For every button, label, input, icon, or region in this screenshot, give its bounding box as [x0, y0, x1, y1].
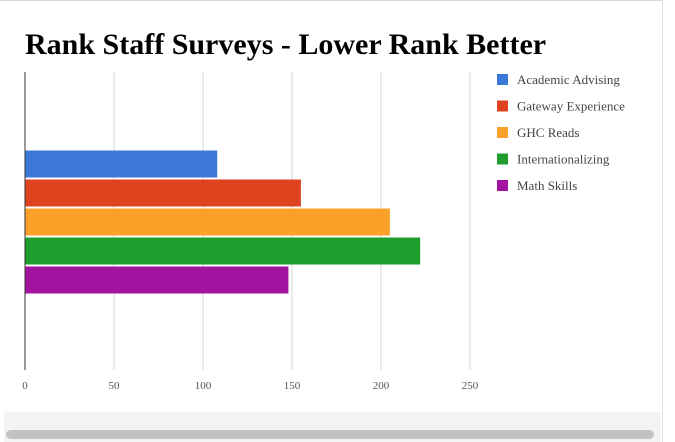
legend-swatch [497, 153, 508, 165]
x-tick-label: 250 [462, 380, 479, 392]
legend-label: Math Skills [517, 178, 577, 193]
scrollbar-thumb[interactable] [6, 430, 654, 439]
bar [25, 266, 289, 294]
chart-title: Rank Staff Surveys - Lower Rank Better [25, 28, 546, 61]
bar [25, 208, 390, 236]
legend: Academic Advising Gateway Experience GHC R… [497, 72, 625, 193]
bar [25, 179, 301, 207]
legend-label: Gateway Experience [517, 99, 625, 114]
bars [25, 150, 421, 294]
bar [25, 237, 421, 265]
legend-swatch [497, 74, 508, 85]
legend-swatch [497, 180, 508, 191]
legend-swatch [497, 127, 508, 138]
bar [25, 150, 218, 178]
x-tick-labels: 0 50 100 150 200 250 [22, 380, 479, 392]
right-gutter [662, 0, 675, 442]
x-tick-label: 150 [284, 380, 301, 392]
x-tick-label: 100 [195, 380, 212, 392]
legend-swatch [497, 100, 508, 112]
x-tick-label: 200 [373, 380, 390, 392]
legend-label: Academic Advising [517, 72, 620, 87]
x-tick-label: 0 [22, 380, 28, 392]
bar-chart: Rank Staff Surveys - Lower Rank Better 0… [22, 28, 625, 392]
legend-label: Internationalizing [517, 152, 610, 167]
legend-label: GHC Reads [517, 125, 579, 140]
x-tick-label: 50 [109, 380, 121, 392]
